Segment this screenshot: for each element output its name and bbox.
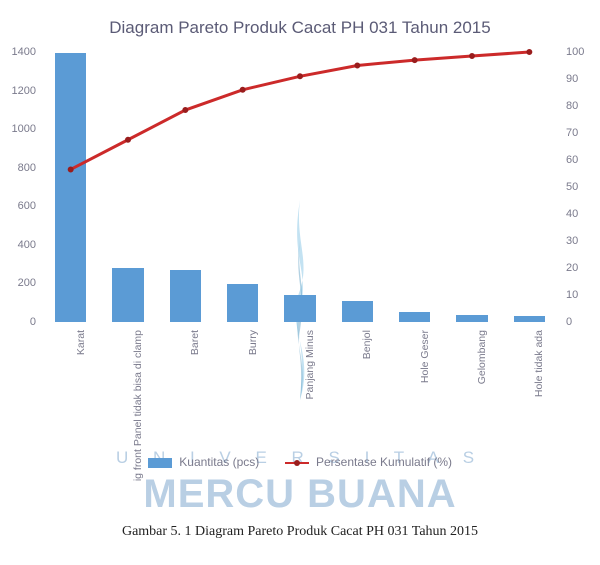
y-right-tick: 90	[566, 73, 600, 85]
cumulative-marker	[470, 54, 475, 59]
y-right-tick: 100	[566, 46, 600, 58]
y-right-tick: 20	[566, 262, 600, 274]
cumulative-line	[42, 52, 558, 322]
y-left-tick: 400	[0, 239, 36, 251]
chart-title: Diagram Pareto Produk Cacat PH 031 Tahun…	[0, 0, 600, 38]
x-axis-labels: Karatig front Panel tidak bisa di clampB…	[42, 330, 558, 470]
x-category-label: Benjol	[361, 330, 373, 359]
cumulative-marker	[183, 108, 188, 113]
legend-bar-swatch	[148, 458, 172, 468]
x-category-label: Hole Geser	[419, 330, 431, 383]
cumulative-marker	[126, 137, 131, 142]
figure-caption: Gambar 5. 1 Diagram Pareto Produk Cacat …	[0, 524, 600, 540]
y-left-tick: 1400	[0, 46, 36, 58]
y-left-tick: 600	[0, 200, 36, 212]
x-category-label: Karat	[75, 330, 87, 355]
watermark-mercubuana: MERCU BUANA	[0, 472, 600, 517]
legend-bar-label: Kuantitas (pcs)	[179, 455, 259, 469]
y-right-tick: 50	[566, 181, 600, 193]
y-axis-right: 0102030405060708090100	[560, 52, 600, 322]
x-category-label: Gelombang	[476, 330, 488, 384]
y-right-tick: 10	[566, 289, 600, 301]
legend-line-label: Persentase Kumulatif (%)	[316, 455, 452, 469]
cumulative-marker	[240, 87, 245, 92]
y-right-tick: 60	[566, 154, 600, 166]
legend: Kuantitas (pcs) Persentase Kumulatif (%)	[0, 455, 600, 469]
y-left-tick: 0	[0, 316, 36, 328]
y-left-tick: 1200	[0, 85, 36, 97]
x-category-label: Burry	[247, 330, 259, 355]
y-left-tick: 800	[0, 162, 36, 174]
cumulative-marker	[527, 50, 532, 55]
y-right-tick: 0	[566, 316, 600, 328]
y-right-tick: 80	[566, 100, 600, 112]
y-left-tick: 1000	[0, 123, 36, 135]
legend-line-swatch	[285, 462, 309, 464]
y-right-tick: 70	[566, 127, 600, 139]
x-category-label: Baret	[189, 330, 201, 355]
cumulative-marker	[298, 74, 303, 79]
plot-area	[42, 52, 558, 322]
cumulative-marker	[412, 58, 417, 63]
y-right-tick: 40	[566, 208, 600, 220]
y-axis-left: 0200400600800100012001400	[0, 52, 40, 322]
x-category-label: Panjang Minus	[304, 330, 316, 399]
y-left-tick: 200	[0, 277, 36, 289]
cumulative-marker	[355, 63, 360, 68]
cumulative-polyline	[71, 52, 530, 169]
y-right-tick: 30	[566, 235, 600, 247]
x-category-label: Hole tidak ada	[533, 330, 545, 397]
cumulative-marker	[68, 167, 73, 172]
chart-area: 0200400600800100012001400 01020304050607…	[0, 52, 600, 422]
